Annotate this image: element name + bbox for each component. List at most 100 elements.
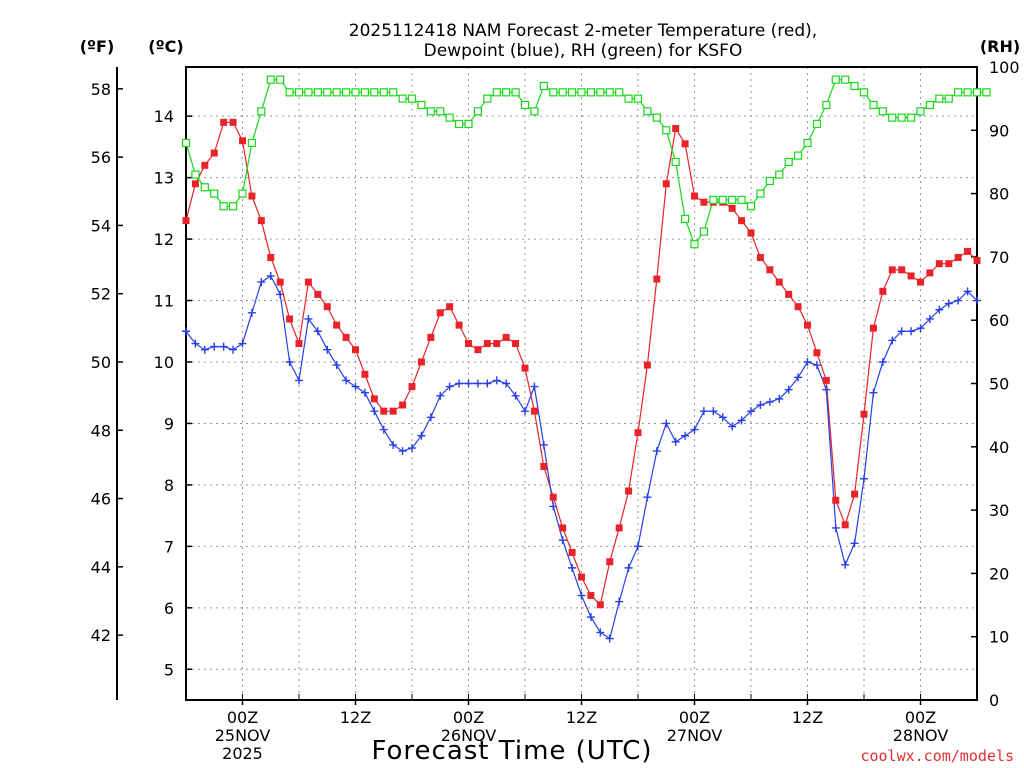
celsius-tick-label: 5 xyxy=(164,660,174,679)
rh-marker xyxy=(200,183,209,192)
dewpoint-marker xyxy=(473,379,482,388)
temperature-marker xyxy=(493,340,501,348)
temperature-marker xyxy=(747,229,755,237)
dewpoint-marker xyxy=(539,440,548,449)
dewpoint-marker xyxy=(219,342,228,351)
rh-marker xyxy=(982,88,991,97)
x-tick-label: 00Z xyxy=(679,708,710,727)
fahrenheit-unit-label: (ºF) xyxy=(80,37,115,56)
dewpoint-marker xyxy=(897,327,906,336)
rh-marker xyxy=(341,88,351,97)
rh-marker xyxy=(841,75,850,84)
rh-marker xyxy=(285,88,294,97)
temperature-marker xyxy=(964,247,972,255)
x-tick-label: 12Z xyxy=(340,708,371,727)
temperature-marker xyxy=(643,361,651,369)
temperature-marker xyxy=(267,254,275,262)
fahrenheit-tick-label: 44 xyxy=(91,558,111,577)
rh-marker xyxy=(916,107,925,116)
dewpoint-marker xyxy=(464,379,473,388)
fahrenheit-tick-label: 56 xyxy=(91,148,111,167)
temperature-marker xyxy=(832,496,840,504)
rh-marker xyxy=(709,195,718,205)
dewpoint-marker xyxy=(285,357,294,366)
rh-tick-label: 90 xyxy=(989,121,1009,140)
rh-marker xyxy=(605,88,614,97)
rh-marker xyxy=(972,88,982,97)
temperature-marker xyxy=(813,349,821,357)
chart-title-line-1: 2025112418 NAM Forecast 2-meter Temperat… xyxy=(349,21,817,41)
celsius-tick-label: 6 xyxy=(164,599,174,618)
temperature-marker xyxy=(578,573,585,581)
temperature-marker xyxy=(935,260,943,268)
rh-marker xyxy=(219,202,228,211)
dewpoint-marker xyxy=(360,388,369,397)
x-tick-label: 26NOV xyxy=(441,726,497,745)
dewpoint-marker xyxy=(247,308,256,317)
dewpoint-marker xyxy=(803,357,812,366)
temperature-marker xyxy=(691,192,698,200)
temperature-marker xyxy=(926,269,934,277)
dewpoint-marker xyxy=(295,376,303,385)
rh-tick-label: 80 xyxy=(989,185,1009,204)
rh-marker xyxy=(473,107,483,116)
dewpoint-marker xyxy=(737,416,746,425)
rh-marker xyxy=(464,119,473,129)
temperature-marker xyxy=(606,558,614,566)
rh-marker xyxy=(577,88,586,97)
dewpoint-marker xyxy=(191,339,200,348)
rh-marker xyxy=(624,94,633,103)
x-tick-label: 12Z xyxy=(566,708,597,727)
rh-marker xyxy=(483,94,492,103)
rh-marker xyxy=(436,107,445,116)
rh-tick-label: 100 xyxy=(989,58,1020,77)
rh-marker xyxy=(549,88,558,97)
rh-marker xyxy=(389,88,398,97)
temperature-marker xyxy=(436,309,444,317)
dewpoint-marker xyxy=(323,345,332,354)
rh-marker xyxy=(831,75,840,84)
temperature-marker xyxy=(257,217,265,225)
dewpoint-marker xyxy=(624,563,633,572)
rh-marker xyxy=(323,88,332,97)
rh-marker xyxy=(370,88,379,97)
celsius-tick-label: 14 xyxy=(154,107,174,126)
rh-marker xyxy=(181,138,191,148)
x-tick-label: 00Z xyxy=(905,708,936,727)
rh-marker xyxy=(247,138,257,148)
temperature-marker xyxy=(483,340,491,348)
rh-tick-label: 20 xyxy=(989,564,1009,583)
temperature-marker xyxy=(559,524,567,532)
temperature-marker xyxy=(756,254,764,262)
temperature-marker xyxy=(530,407,538,415)
x-tick-label: 2025 xyxy=(222,744,263,763)
fahrenheit-tick-label: 48 xyxy=(91,421,111,440)
rh-marker xyxy=(615,88,624,97)
temperature-marker xyxy=(220,118,228,126)
dewpoint-marker xyxy=(276,290,285,299)
rh-marker xyxy=(379,88,388,97)
temperature-marker xyxy=(323,303,331,311)
rh-marker xyxy=(812,119,822,129)
dewpoint-marker xyxy=(530,382,539,391)
dewpoint-marker xyxy=(568,563,577,572)
temperature-marker xyxy=(389,407,397,415)
temperature-marker xyxy=(191,180,199,188)
rh-marker xyxy=(586,88,596,97)
dewpoint-marker xyxy=(775,394,784,403)
temperature-marker xyxy=(785,290,793,298)
rh-marker xyxy=(699,227,709,236)
rh-marker xyxy=(728,195,737,205)
fahrenheit-tick-label: 42 xyxy=(91,626,111,645)
dewpoint-marker xyxy=(502,379,511,388)
rh-marker xyxy=(492,88,501,97)
dewpoint-marker xyxy=(634,542,642,551)
rh-marker xyxy=(859,88,869,97)
rh-tick-label: 30 xyxy=(989,501,1009,520)
temperature-marker xyxy=(446,303,454,311)
x-tick-label: 25NOV xyxy=(215,726,271,745)
dewpoint-marker xyxy=(436,391,445,400)
dewpoint-marker xyxy=(511,391,520,400)
rh-marker xyxy=(718,195,727,205)
